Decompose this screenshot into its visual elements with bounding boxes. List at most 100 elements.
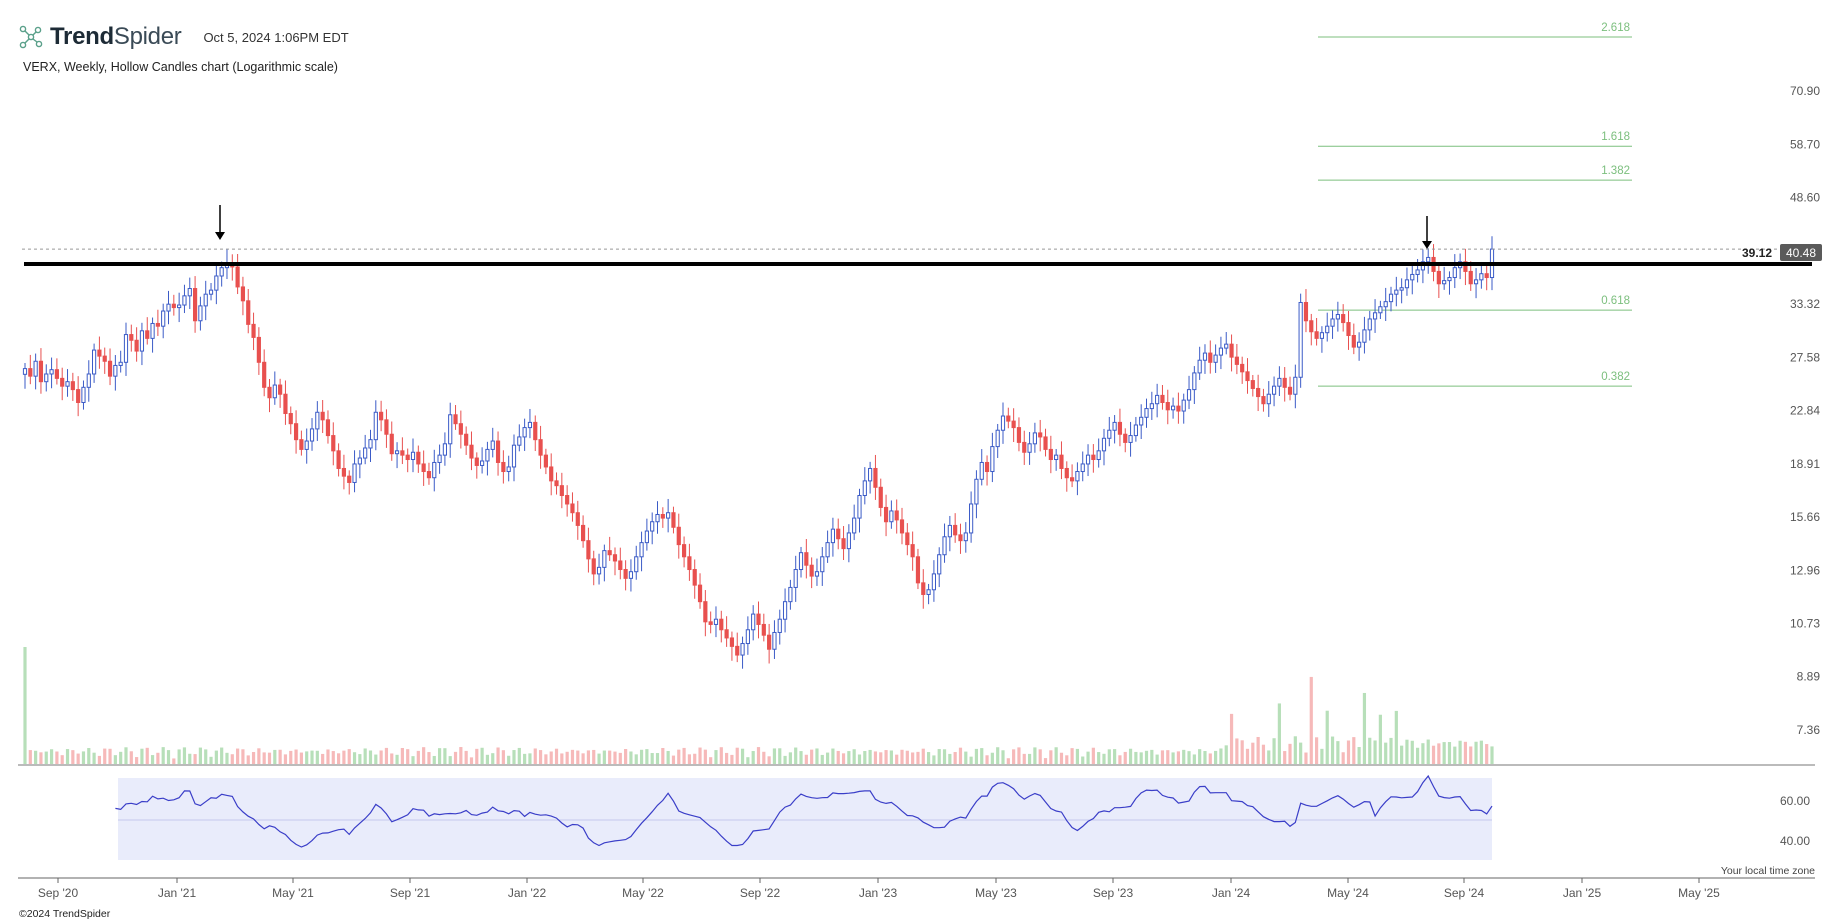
candle-body [703, 601, 708, 623]
volume-bar [810, 749, 814, 765]
candle-body [325, 419, 331, 437]
x-tick-label: Sep '22 [740, 886, 781, 900]
candle-body [618, 560, 623, 571]
volume-bar [1288, 743, 1292, 765]
candle-body [1213, 354, 1218, 363]
candle-body [171, 303, 176, 309]
volume-bar [1256, 736, 1260, 765]
candle-body [846, 532, 851, 550]
candle-body [1208, 352, 1213, 363]
candle-body [634, 556, 639, 573]
candle-body [602, 550, 607, 568]
volume-bar [469, 757, 474, 765]
volume-bar [783, 755, 787, 765]
candle-body [448, 414, 453, 445]
candle-body [979, 461, 984, 480]
y-tick-label: 7.36 [1797, 723, 1821, 737]
volume-bar [1049, 750, 1053, 765]
fib-label: 2.618 [1601, 22, 1630, 34]
candles [22, 236, 1495, 669]
candle-body [1022, 441, 1027, 453]
candle-body [527, 421, 533, 429]
candle-body [102, 355, 107, 362]
volume-bar [432, 755, 436, 765]
candle-body [538, 439, 543, 456]
candle-body [389, 433, 394, 455]
fib-label: 1.618 [1601, 131, 1630, 143]
candle-body [878, 486, 883, 508]
volume-bar [363, 748, 367, 765]
candle-body [559, 485, 564, 497]
volume-bar [772, 748, 777, 765]
volume-bar [39, 752, 43, 765]
volume-bar [257, 748, 261, 765]
candle-body [267, 386, 272, 399]
x-tick-label: Jan '22 [508, 886, 547, 900]
volume-bar [182, 747, 187, 765]
candle-body [1048, 448, 1053, 461]
volume-bar [1490, 746, 1494, 765]
volume-bar [613, 751, 617, 765]
candle-body [894, 510, 899, 521]
candle-body [549, 466, 554, 482]
volume-bar [225, 752, 229, 765]
volume-bar [597, 753, 601, 765]
chart-subtitle: VERX, Weekly, Hollow Candles chart (Loga… [23, 60, 338, 74]
volume-bar [400, 747, 404, 765]
volume-bar [1453, 746, 1457, 765]
volume-bar [889, 750, 893, 765]
volume-bar [236, 748, 240, 765]
candle-body [405, 454, 410, 461]
volume-bar [1150, 749, 1154, 765]
candle-body [453, 414, 458, 425]
candle-body [1101, 437, 1107, 452]
volume-bar [1075, 748, 1080, 765]
candle-body [708, 621, 713, 625]
trendspider-logo-text: TrendSpider [50, 23, 182, 50]
candle-body [623, 569, 628, 579]
candle-body [650, 521, 655, 532]
volume-bar [799, 751, 803, 765]
volume-bar [214, 750, 218, 765]
candle-body [283, 393, 288, 415]
volume-bar [634, 754, 638, 765]
volume-bar [932, 755, 936, 765]
volume-bar [639, 749, 644, 765]
volume-bar [1123, 751, 1127, 765]
candle-body [1197, 359, 1202, 374]
candle-body [931, 573, 936, 591]
candle-body [676, 526, 681, 546]
candle-body [1038, 432, 1043, 438]
volume-bar [97, 755, 102, 765]
volume-bar [273, 749, 277, 765]
volume-bar [156, 752, 160, 765]
volume-bar [507, 755, 511, 765]
volume-bar [1373, 740, 1377, 765]
volume-bar [278, 749, 282, 765]
volume-bar [836, 750, 840, 765]
annotations [215, 205, 1432, 249]
volume-bar [1394, 710, 1398, 765]
candle-body [1378, 306, 1383, 314]
candle-body [501, 461, 506, 473]
volume-bar [28, 750, 32, 765]
volume-bar [1229, 713, 1234, 765]
volume-bar [709, 757, 713, 765]
volume-bar [1107, 749, 1111, 765]
candle-body [868, 467, 873, 482]
candle-body [751, 613, 756, 631]
volume-bar [570, 749, 575, 765]
volume-bar [682, 747, 686, 765]
volume-bar [974, 748, 979, 765]
volume-bar [1155, 754, 1159, 765]
candle-body [203, 293, 208, 307]
volume-bar [1277, 703, 1281, 765]
candle-body [575, 512, 580, 526]
candle-body [681, 544, 687, 558]
candle-body [1000, 415, 1006, 431]
volume-bar [87, 748, 91, 765]
candle-body [740, 643, 745, 656]
down-arrow-head [1422, 241, 1432, 249]
volume-bar [326, 749, 330, 765]
